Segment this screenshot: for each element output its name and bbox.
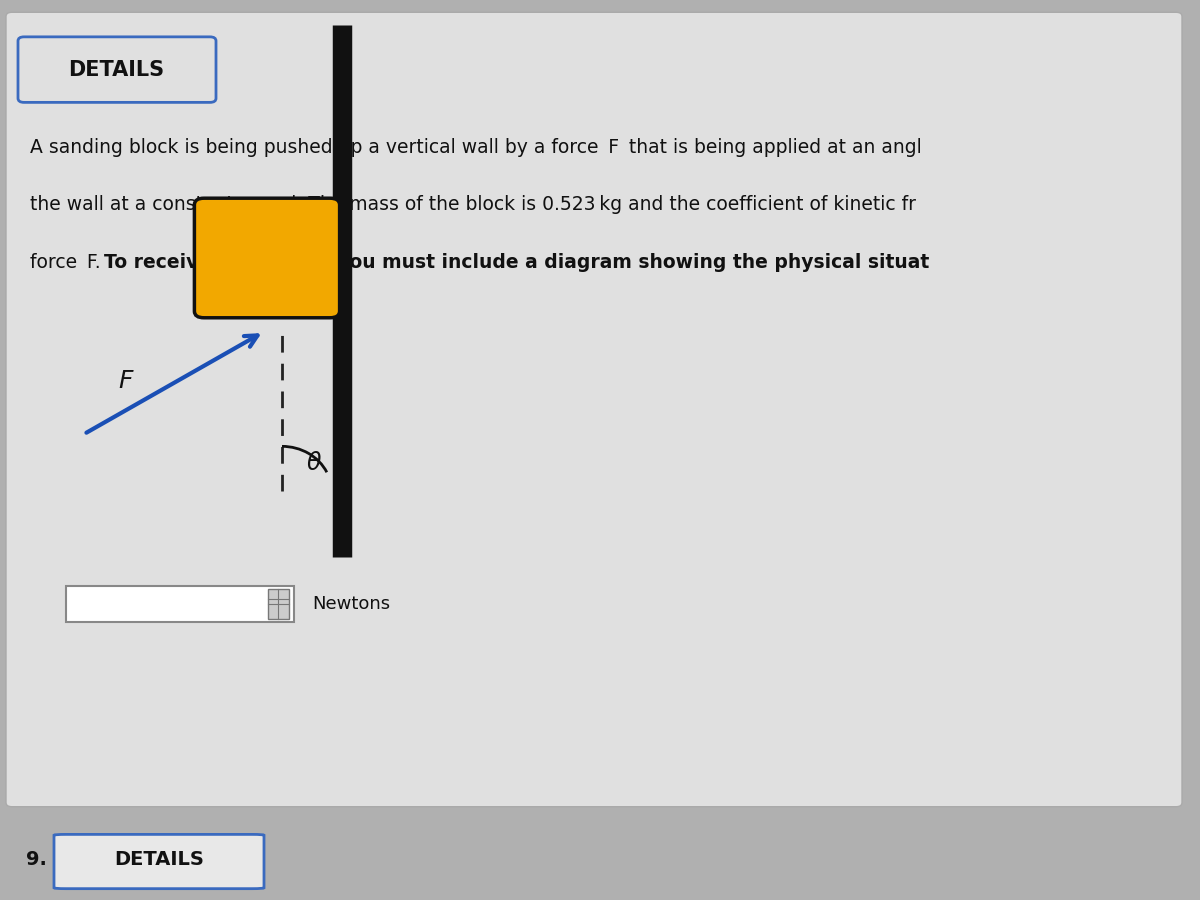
- Text: DETAILS: DETAILS: [115, 850, 204, 869]
- Text: force  F.: force F.: [30, 253, 104, 272]
- Text: 9.: 9.: [26, 850, 47, 869]
- Bar: [268, 589, 289, 619]
- Text: DETAILS: DETAILS: [68, 59, 164, 79]
- FancyBboxPatch shape: [18, 37, 216, 103]
- FancyBboxPatch shape: [6, 13, 1182, 806]
- Text: the wall at a constant speed. The mass of the block is 0.523 kg and the coeffici: the wall at a constant speed. The mass o…: [30, 195, 916, 214]
- FancyBboxPatch shape: [194, 198, 340, 318]
- Text: F: F: [119, 369, 133, 392]
- FancyBboxPatch shape: [54, 834, 264, 888]
- Text: $\theta$: $\theta$: [306, 451, 322, 474]
- Text: To receive full marks, you must include a diagram showing the physical situat: To receive full marks, you must include …: [104, 253, 930, 272]
- Text: Newtons: Newtons: [312, 596, 390, 614]
- Text: A sanding block is being pushed up a vertical wall by a force  F  that is being : A sanding block is being pushed up a ver…: [30, 138, 922, 157]
- Bar: [66, 586, 294, 623]
